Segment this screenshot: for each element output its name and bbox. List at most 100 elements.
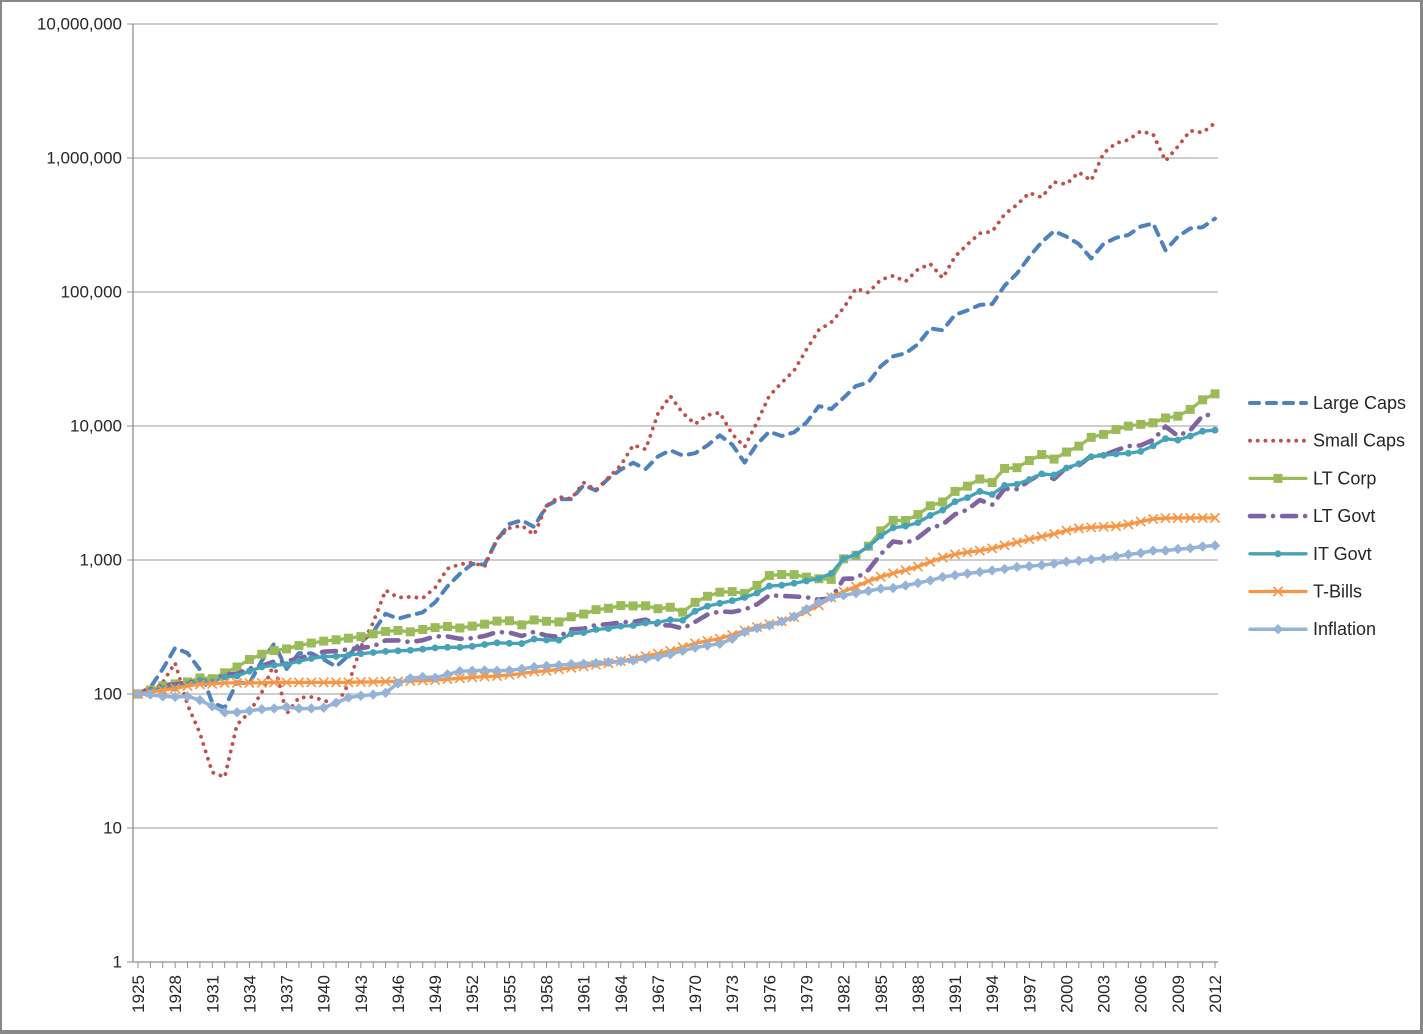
- marker-diamond: [714, 638, 726, 649]
- marker-square: [678, 607, 688, 617]
- marker-diamond: [268, 703, 280, 714]
- marker-diamond: [751, 622, 763, 634]
- marker-square: [777, 570, 787, 580]
- marker-square: [1099, 429, 1109, 439]
- marker-diamond: [627, 655, 639, 666]
- x-tick-label: 2000: [1057, 975, 1076, 1013]
- marker-diamond: [652, 651, 664, 663]
- marker-x: [925, 556, 936, 568]
- marker-square: [888, 515, 898, 525]
- legend-label: Large Caps: [1313, 393, 1406, 413]
- marker-x: [491, 670, 503, 682]
- marker-diamond: [1036, 559, 1047, 571]
- marker-square: [343, 633, 353, 643]
- marker-x: [1172, 512, 1184, 524]
- marker-diamond: [1160, 545, 1171, 556]
- marker-circle: [852, 550, 860, 558]
- marker-circle: [691, 607, 699, 615]
- marker-x: [318, 677, 329, 688]
- legend-item-lt-govt: LT Govt: [1247, 506, 1375, 526]
- marker-square: [554, 617, 564, 627]
- marker-square: [876, 526, 886, 536]
- marker-diamond: [182, 691, 193, 702]
- marker-diamond: [1024, 560, 1035, 572]
- marker-circle: [357, 650, 365, 658]
- marker-square: [1086, 432, 1096, 442]
- marker-diamond: [1086, 554, 1097, 565]
- gridlines: [133, 23, 1218, 963]
- marker-square: [789, 570, 799, 580]
- marker-x: [949, 549, 961, 560]
- x-tick-label: 1949: [426, 975, 445, 1013]
- marker-diamond: [776, 616, 787, 627]
- marker-circle: [753, 589, 761, 597]
- y-tick-label: 10: [103, 819, 122, 838]
- marker-circle: [889, 524, 897, 532]
- marker-x: [355, 676, 367, 688]
- marker-circle: [431, 644, 439, 652]
- marker-diamond: [417, 671, 428, 683]
- marker-circle: [481, 641, 489, 648]
- marker-square: [1024, 456, 1034, 466]
- marker-diamond: [219, 707, 230, 718]
- marker-circle: [666, 616, 674, 624]
- marker-circle: [444, 643, 451, 651]
- legend-item-large-caps: Large Caps: [1248, 393, 1406, 413]
- marker-x: [281, 677, 292, 688]
- marker-square: [430, 623, 440, 633]
- marker-circle: [716, 599, 724, 607]
- marker-diamond: [615, 656, 626, 667]
- marker-diamond: [702, 640, 713, 651]
- y-tick-label: 100: [94, 685, 122, 704]
- marker-x: [1272, 586, 1284, 597]
- marker-square: [1074, 441, 1084, 451]
- marker-x: [850, 581, 862, 592]
- marker-diamond: [640, 653, 651, 664]
- marker-diamond: [912, 577, 924, 589]
- series-small-caps: [136, 121, 1217, 779]
- marker-x: [479, 671, 490, 682]
- marker-diamond: [479, 665, 490, 676]
- marker-square: [1111, 424, 1121, 434]
- marker-square: [826, 574, 836, 584]
- x-tick-label: 1994: [983, 975, 1002, 1013]
- marker-square: [517, 620, 527, 630]
- marker-circle: [1112, 450, 1120, 458]
- marker-x: [1185, 512, 1196, 524]
- marker-square: [653, 604, 663, 614]
- x-tick-label: 1979: [797, 975, 816, 1013]
- legend-label: LT Govt: [1313, 506, 1375, 526]
- marker-diamond: [875, 583, 886, 594]
- marker-diamond: [330, 697, 342, 708]
- marker-x: [306, 677, 317, 688]
- legend-item-it-govt: IT Govt: [1248, 544, 1372, 564]
- legend-item-t-bills: T-Bills: [1248, 582, 1362, 602]
- marker-diamond: [1073, 555, 1085, 566]
- marker-circle: [1124, 449, 1132, 457]
- marker-x: [244, 677, 255, 689]
- marker-square: [913, 510, 923, 520]
- marker-circle: [1075, 460, 1083, 468]
- marker-square: [467, 621, 477, 631]
- marker-square: [1198, 395, 1208, 405]
- marker-square: [529, 615, 539, 625]
- marker-square: [925, 501, 935, 511]
- series-line-it-govt: [136, 428, 1217, 696]
- marker-circle: [406, 646, 414, 654]
- marker-square: [294, 641, 304, 651]
- marker-circle: [394, 647, 402, 655]
- marker-diamond: [355, 690, 367, 701]
- marker-circle: [543, 636, 550, 644]
- marker-circle: [493, 639, 501, 647]
- marker-circle: [679, 616, 687, 624]
- marker-x: [912, 561, 924, 572]
- marker-diamond: [1147, 545, 1159, 556]
- marker-x: [900, 565, 911, 576]
- marker-square: [1136, 419, 1146, 429]
- marker-x: [293, 677, 305, 688]
- x-tick-label: 1931: [203, 975, 222, 1013]
- marker-circle: [914, 519, 922, 527]
- marker-square: [269, 646, 279, 656]
- marker-diamond: [1048, 558, 1060, 569]
- marker-x: [330, 677, 342, 688]
